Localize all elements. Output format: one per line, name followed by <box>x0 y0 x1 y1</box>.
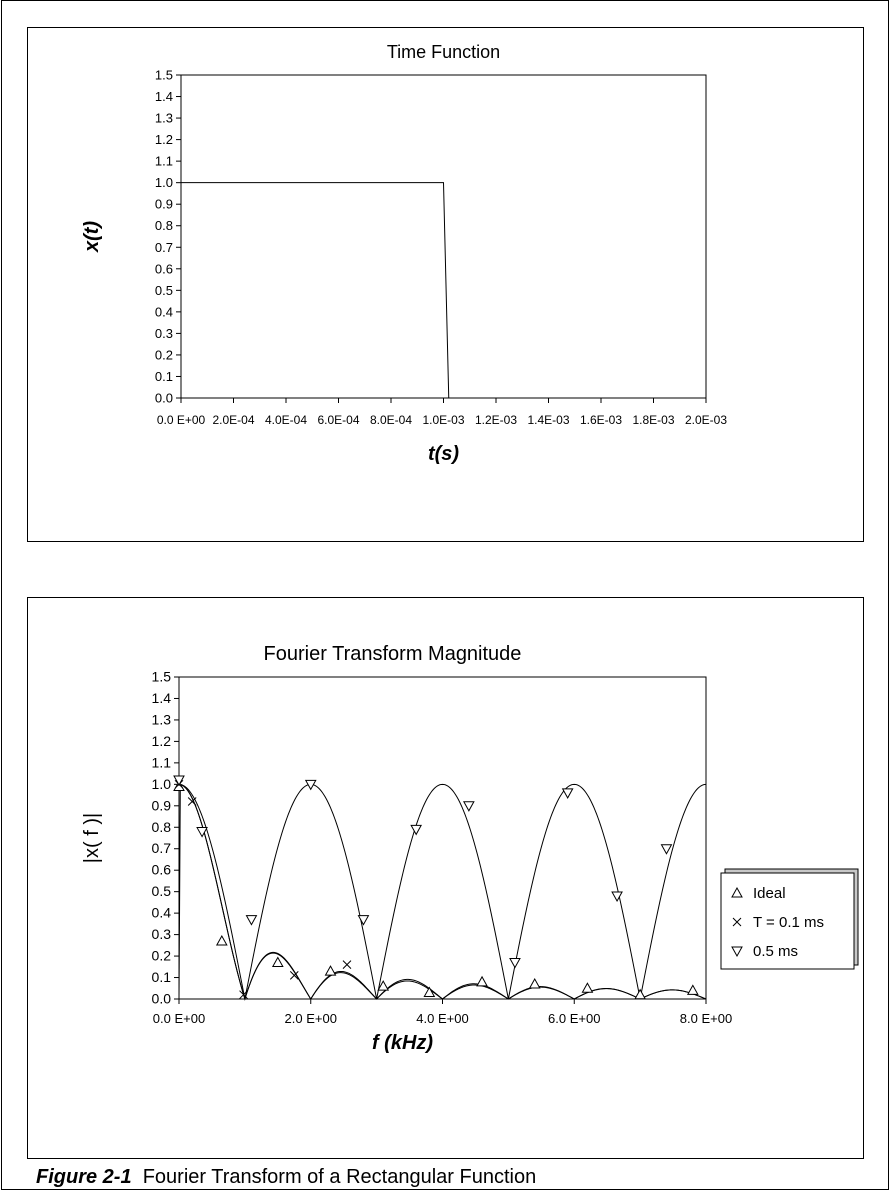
data-point-triangle-down <box>612 892 622 901</box>
y-tick-label: 1.5 <box>155 68 173 83</box>
y-tick-label: 1.4 <box>152 690 172 706</box>
x-tick-label: 1.4E-03 <box>527 413 569 427</box>
data-point-triangle-down <box>358 916 368 925</box>
y-axis-label: x(t) <box>81 221 103 253</box>
y-tick-label: 1.0 <box>152 776 172 792</box>
figure-caption: Figure 2-1 Fourier Transform of a Rectan… <box>36 1166 536 1189</box>
x-tick-label: 6.0E-04 <box>317 413 359 427</box>
y-tick-label: 1.1 <box>155 154 173 169</box>
legend-label: 0.5 ms <box>753 943 798 960</box>
y-tick-label: 0.3 <box>155 326 173 341</box>
data-point-triangle-up <box>688 985 698 994</box>
y-tick-label: 0.4 <box>152 905 172 921</box>
x-tick-label: 4.0E-04 <box>265 413 307 427</box>
y-tick-label: 0.2 <box>152 948 172 964</box>
y-tick-label: 0.1 <box>155 369 173 384</box>
y-tick-label: 0.1 <box>152 969 172 985</box>
data-point-triangle-down <box>411 825 421 834</box>
x-tick-label: 1.6E-03 <box>580 413 622 427</box>
x-tick-label: 6.0 E+00 <box>548 1011 600 1026</box>
legend-label: Ideal <box>753 885 786 902</box>
fourier-magnitude-panel: Fourier Transform Magnitude 0.0 0.1 0.2 0.3 0… <box>27 597 864 1159</box>
y-tick-label: 0.0 <box>155 391 173 406</box>
data-point-triangle-down <box>510 959 520 968</box>
x-tick-label: 2.0E-04 <box>212 413 254 427</box>
y-tick-label: 1.4 <box>155 89 173 104</box>
y-tick-label: 0.7 <box>155 240 173 255</box>
time-function-chart: Time Function 0.0 0.1 0.2 0.3 0.4 0.5 0.6 0.7 0.8… <box>28 28 865 543</box>
y-tick-label: 0.5 <box>152 883 172 899</box>
y-tick-label: 1.2 <box>152 733 172 749</box>
x-tick-label: 0.0 E+00 <box>153 1011 205 1026</box>
x-tick-label: 1.2E-03 <box>475 413 517 427</box>
fourier-magnitude-chart: Fourier Transform Magnitude 0.0 0.1 0.2 0.3 0… <box>28 598 865 1160</box>
y-tick-label: 0.9 <box>155 197 173 212</box>
y-tick-label: 0.5 <box>155 283 173 298</box>
series-line <box>181 183 449 398</box>
y-axis-label: |x( f )| <box>81 813 103 863</box>
y-tick-label: 1.5 <box>152 669 172 685</box>
chart-title: Time Function <box>387 42 500 62</box>
caption-label: Figure 2-1 <box>36 1166 132 1188</box>
data-point-triangle-up <box>477 977 487 986</box>
y-tick-label: 1.2 <box>155 132 173 147</box>
x-tick-label: 8.0 E+00 <box>680 1011 732 1026</box>
y-tick-label: 0.7 <box>152 840 172 856</box>
y-tick-label: 1.3 <box>152 711 172 727</box>
y-tick-label: 0.0 <box>152 991 172 1007</box>
x-tick-label: 1.8E-03 <box>632 413 674 427</box>
y-tick-label: 0.9 <box>152 797 172 813</box>
plot-area <box>181 75 706 398</box>
chart-title: Fourier Transform Magnitude <box>264 643 522 665</box>
data-point-triangle-up <box>273 958 283 967</box>
data-point-triangle-down <box>464 802 474 811</box>
data-point-triangle-down <box>563 789 573 798</box>
data-point-triangle-up <box>582 983 592 992</box>
data-point-triangle-up <box>326 966 336 975</box>
legend-label: T = 0.1 ms <box>753 914 824 931</box>
data-point-triangle-down <box>246 916 256 925</box>
data-point-triangle-down <box>661 845 671 854</box>
y-tick-label: 0.2 <box>155 347 173 362</box>
y-tick-label: 0.8 <box>155 218 173 233</box>
plot-area <box>179 677 706 999</box>
caption-text: Fourier Transform of a Rectangular Funct… <box>143 1166 537 1188</box>
y-tick-label: 1.1 <box>152 754 172 770</box>
x-tick-label: 2.0 E+00 <box>285 1011 337 1026</box>
y-tick-label: 0.8 <box>152 819 172 835</box>
x-tick-label: 8.0E-04 <box>370 413 412 427</box>
data-point-triangle-down <box>197 828 207 837</box>
data-point-triangle-up <box>217 936 227 945</box>
x-tick-label: 4.0 E+00 <box>416 1011 468 1026</box>
y-tick-label: 0.6 <box>155 261 173 276</box>
time-function-panel: Time Function 0.0 0.1 0.2 0.3 0.4 0.5 0.6 0.7 0.8… <box>27 27 864 542</box>
data-point-x <box>343 961 351 969</box>
y-tick-label: 0.6 <box>152 862 172 878</box>
x-tick-label: 1.0E-03 <box>422 413 464 427</box>
data-point-triangle-up <box>635 990 645 999</box>
y-tick-label: 1.3 <box>155 111 173 126</box>
x-axis-label: f (kHz) <box>372 1032 433 1054</box>
y-tick-label: 0.3 <box>152 926 172 942</box>
x-tick-label: 2.0E-03 <box>685 413 727 427</box>
data-point-triangle-up <box>530 979 540 988</box>
y-tick-label: 0.4 <box>155 304 173 319</box>
x-axis-label: t(s) <box>428 443 459 465</box>
short-pulse-curve <box>179 784 706 999</box>
y-tick-label: 1.0 <box>155 175 173 190</box>
x-tick-label: 0.0 E+00 <box>157 413 206 427</box>
